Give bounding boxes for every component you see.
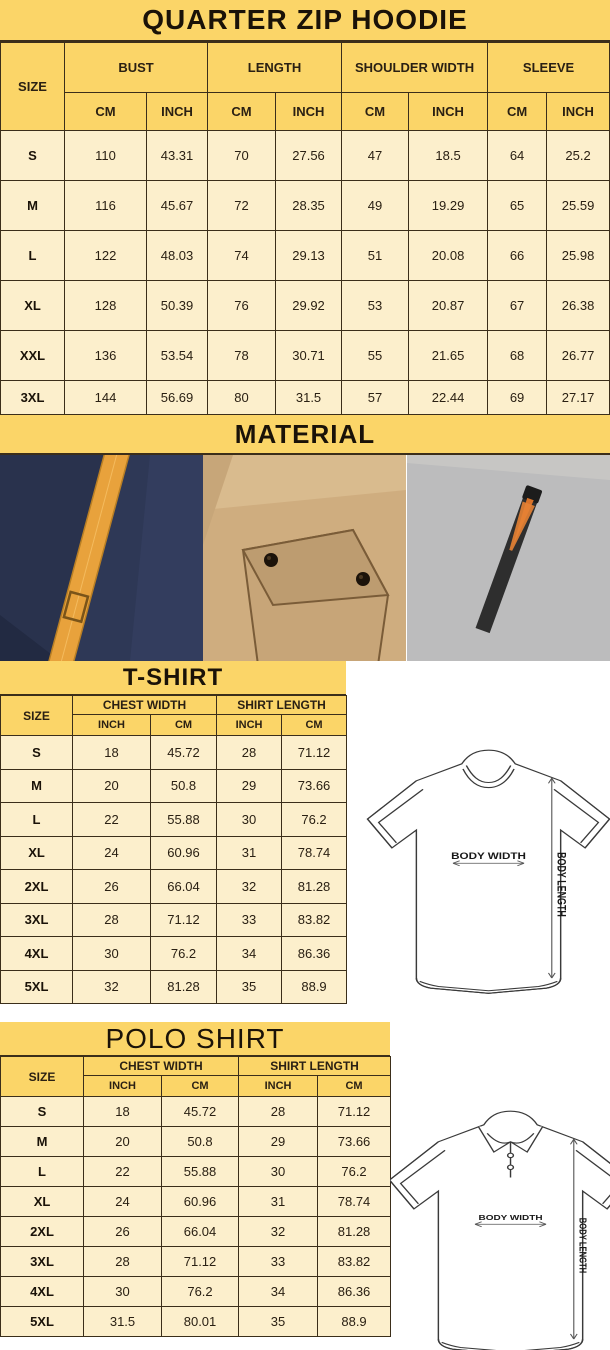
svg-text:BODY WIDTH: BODY WIDTH — [479, 1213, 543, 1222]
svg-text:BODY LENGTH: BODY LENGTH — [577, 1218, 588, 1273]
svg-text:BODY WIDTH: BODY WIDTH — [451, 852, 526, 861]
svg-text:BODY LENGTH: BODY LENGTH — [554, 852, 566, 917]
